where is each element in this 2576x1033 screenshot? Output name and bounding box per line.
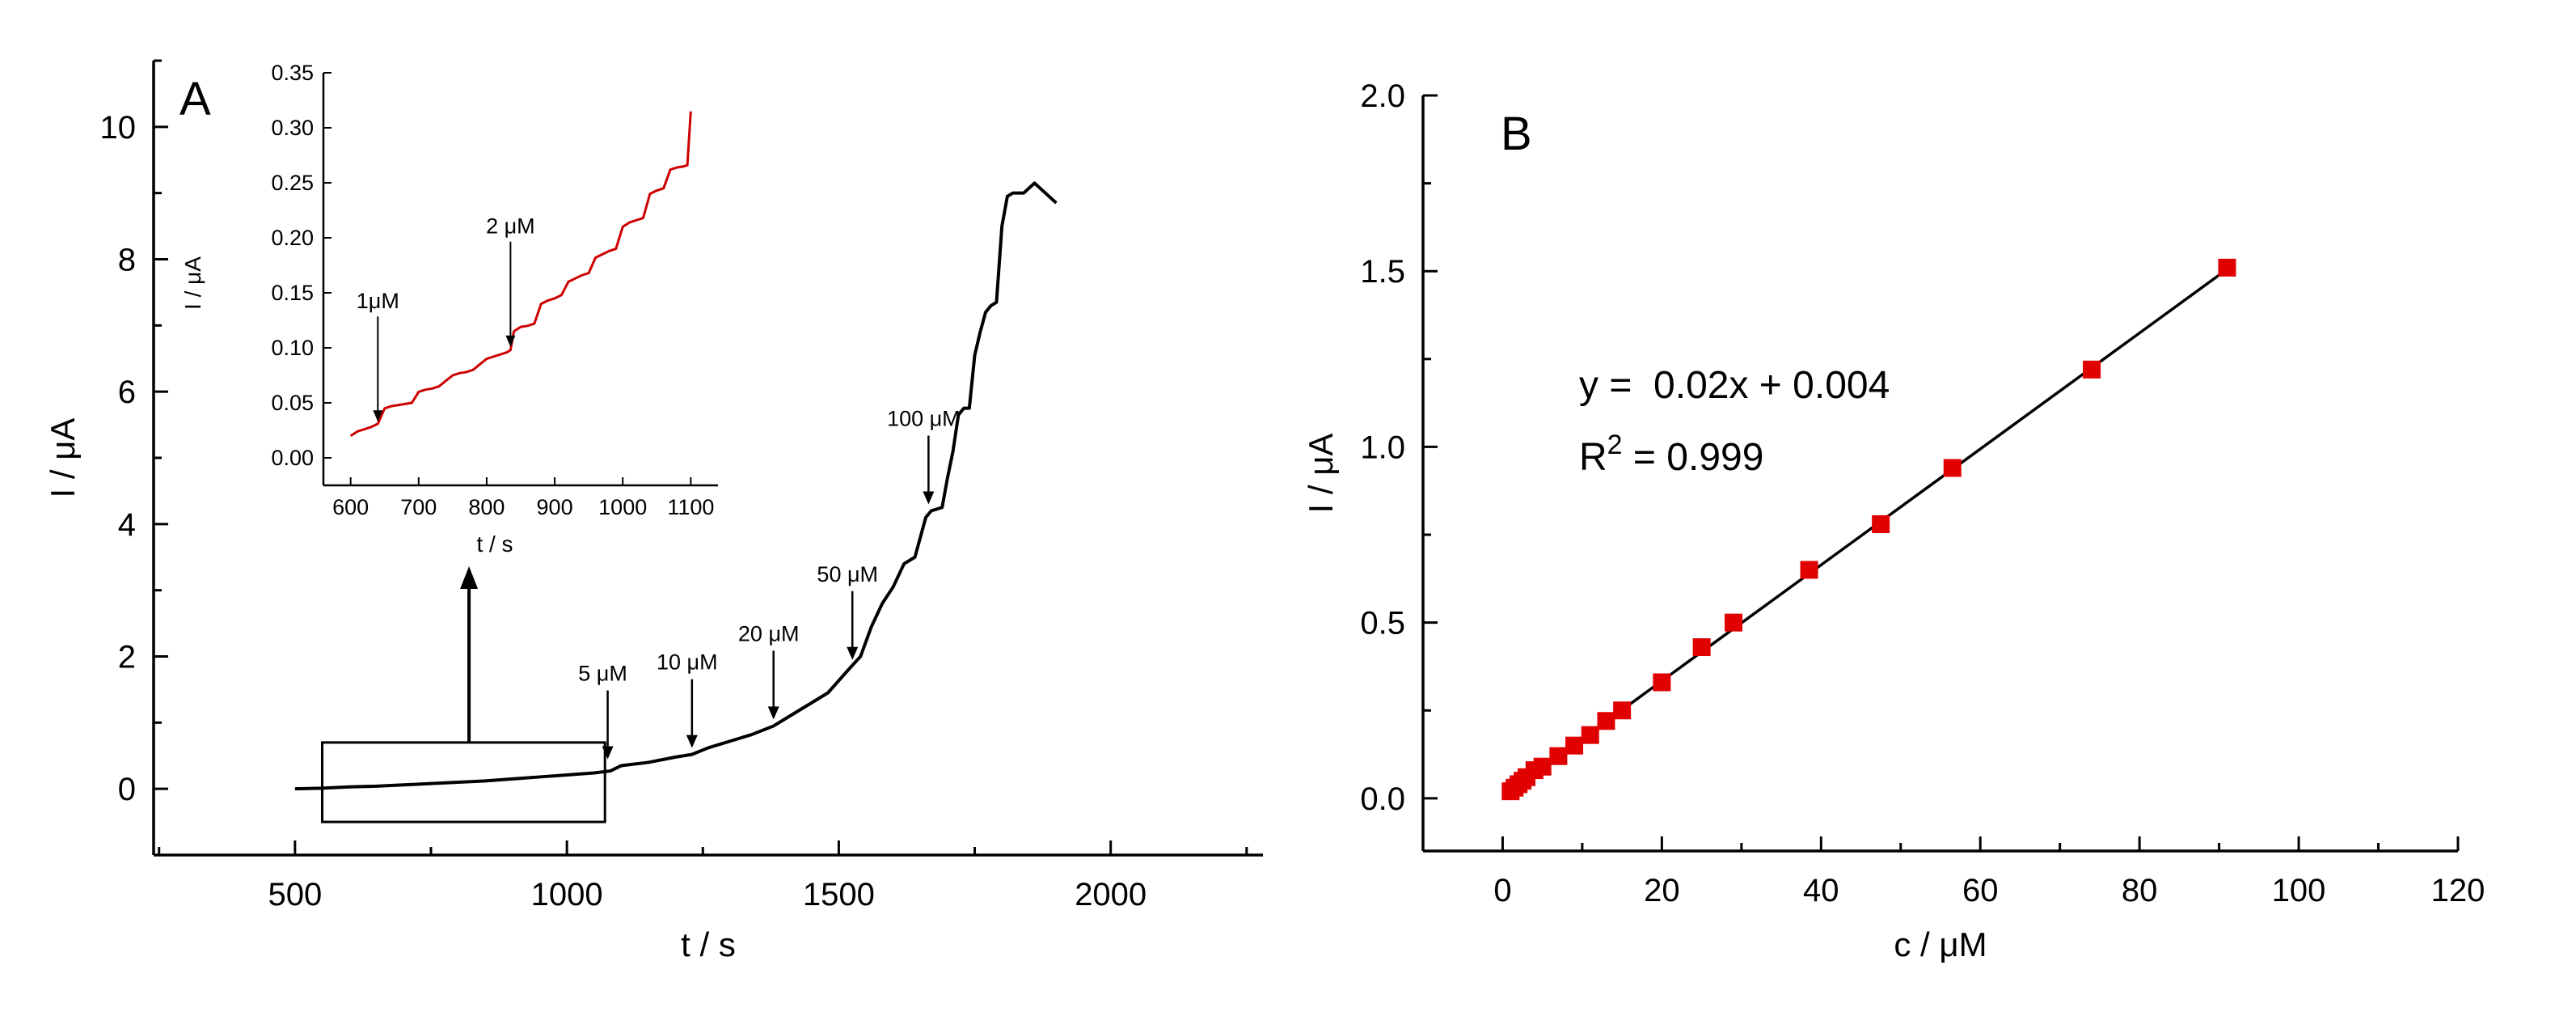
inset-y-tick-label: 0.35	[271, 61, 314, 85]
data-point	[2218, 258, 2236, 277]
panel-a-x-tick-label: 2000	[1075, 877, 1147, 912]
inset-x-tick-label: 900	[537, 495, 573, 519]
inset-ticks: 600 700 800 900 1000 1100 0.00 0.05 0.10 0.15 0.20…	[271, 61, 718, 519]
zoom-arrow	[460, 566, 479, 743]
zoom-region-box	[320, 741, 606, 823]
panel-b-x-tick-label: 40	[1803, 873, 1839, 908]
panel-a-x-tick-label: 1500	[803, 877, 875, 912]
panel-a-y-tick-label: 10	[100, 110, 137, 146]
data-point	[1872, 514, 1890, 533]
panel-b-y-tick-label: 1.5	[1360, 254, 1405, 290]
annotation-arrow-head	[847, 646, 859, 660]
concentration-annotation: 5 μM	[578, 662, 627, 686]
panel-b-x-tick-label: 80	[2122, 873, 2158, 908]
inset-x-tick-label: 800	[468, 495, 505, 519]
panel-b-x-tick-label: 0	[1493, 873, 1511, 908]
data-point	[1692, 638, 1711, 657]
zoom-arrow-head	[460, 566, 479, 589]
panel-b-ticks: 0 20 40 60 80 100 120 0.0 0.5 1.0 1.5 2.0	[1360, 78, 2485, 908]
panel-b-x-axis-title: c / μM	[1894, 925, 1987, 963]
data-point	[1653, 673, 1671, 692]
inset-y-tick-label: 0.00	[271, 446, 314, 470]
inset-x-axis-title: t / s	[476, 531, 513, 557]
panel-b-letter: B	[1501, 108, 1532, 160]
panel-b-x-tick-label: 20	[1644, 873, 1680, 908]
data-point	[1581, 726, 1599, 744]
inset-concentration-annotation: 2 μM	[486, 214, 535, 239]
annotation-arrow-head	[767, 706, 779, 720]
panel-a-y-axis-title: I / μA	[44, 418, 82, 498]
data-point	[1597, 712, 1615, 730]
data-point	[1533, 757, 1552, 776]
inset-y-tick-label: 0.20	[271, 226, 314, 250]
concentration-annotation: 50 μM	[817, 562, 878, 586]
fit-equation: y = 0.02x + 0.004	[1579, 364, 1890, 407]
panel-a-annotations: 5 μM 10 μM 20 μM 50 μM 100 μM	[578, 406, 961, 760]
inset-annotations: 1μM 2 μM	[357, 214, 535, 422]
data-point	[2083, 360, 2101, 379]
panel-a-x-axis-title: t / s	[681, 925, 736, 963]
panel-a-y-tick-label: 6	[118, 375, 136, 410]
data-point	[1549, 747, 1568, 765]
inset-y-tick-label: 0.30	[271, 116, 314, 140]
data-point	[1943, 459, 1962, 477]
inset-annotation-arrow-head	[505, 335, 516, 347]
panel-b-points	[1501, 258, 2236, 801]
fit-r-squared: R2 = 0.999	[1579, 430, 1763, 479]
r2-sup: 2	[1607, 430, 1623, 460]
panel-a-x-tick-label: 1000	[531, 877, 603, 912]
inset-y-tick-label: 0.25	[271, 171, 314, 195]
panel-b-y-tick-label: 1.0	[1360, 430, 1405, 465]
panel-b-y-tick-label: 0.0	[1360, 781, 1405, 817]
panel-b: 0 20 40 60 80 100 120 0.0 0.5 1.0 1.5 2.0 B y = 0.0…	[1302, 78, 2485, 963]
inset-y-tick-label: 0.15	[271, 281, 314, 305]
panel-b-y-tick-label: 2.0	[1360, 78, 1405, 114]
r2-prefix: R	[1579, 436, 1607, 479]
data-point	[1800, 561, 1818, 579]
annotation-arrow-head	[923, 491, 935, 505]
inset-x-tick-label: 600	[332, 495, 369, 519]
panel-a-y-tick-label: 4	[118, 507, 136, 543]
panel-b-y-tick-label: 0.5	[1360, 606, 1405, 641]
panel-a-letter: A	[179, 73, 211, 125]
panel-b-x-tick-label: 120	[2431, 873, 2485, 908]
panel-a-current-trace	[294, 181, 1058, 791]
inset-annotation-arrow-head	[373, 410, 383, 422]
concentration-annotation: 10 μM	[657, 650, 718, 675]
annotation-arrow-head	[602, 746, 614, 760]
data-point	[1613, 701, 1632, 720]
inset-x-tick-label: 1100	[667, 495, 714, 519]
concentration-annotation: 100 μM	[887, 406, 961, 430]
annotation-arrow-head	[686, 735, 698, 748]
inset-y-tick-label: 0.05	[271, 391, 314, 415]
panel-a-x-tick-label: 500	[268, 877, 322, 912]
panel-b-x-tick-label: 60	[1962, 873, 1999, 908]
panel-b-y-axis-title: I / μA	[1302, 434, 1340, 514]
panel-a-y-tick-label: 2	[118, 640, 136, 675]
panel-a-y-tick-label: 0	[118, 772, 136, 807]
panel-a: 500 1000 1500 2000 0 2 4 6 8 10 5 μM 10 μM 20 μM 50 …	[44, 59, 1263, 963]
r2-value: = 0.999	[1623, 436, 1764, 479]
data-point	[1565, 736, 1584, 755]
panel-a-y-tick-label: 8	[118, 243, 136, 278]
inset-concentration-annotation: 1μM	[357, 289, 399, 313]
inset-current-trace	[349, 111, 692, 438]
data-point	[1725, 613, 1742, 632]
concentration-annotation: 20 μM	[738, 621, 800, 646]
panel-a-ticks: 500 1000 1500 2000 0 2 4 6 8 10	[100, 59, 1263, 912]
inset-x-tick-label: 1000	[598, 495, 647, 519]
panel-b-x-tick-label: 100	[2272, 873, 2326, 908]
inset-y-axis-title: I / μA	[180, 256, 205, 310]
inset-y-tick-label: 0.10	[271, 336, 314, 360]
panel-a-inset: 600 700 800 900 1000 1100 0.00 0.05 0.10 0.15 0.20…	[180, 61, 718, 557]
inset-x-tick-label: 700	[400, 495, 437, 519]
